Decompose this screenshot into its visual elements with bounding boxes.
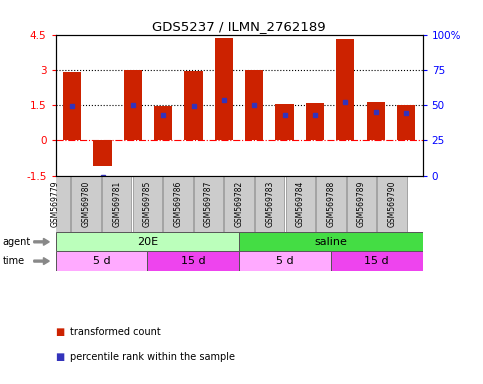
Bar bbox=[255, 176, 284, 232]
Bar bbox=[397, 105, 415, 141]
Text: GSM569788: GSM569788 bbox=[327, 180, 335, 227]
Bar bbox=[163, 176, 193, 232]
Bar bbox=[347, 176, 376, 232]
Bar bbox=[102, 176, 131, 232]
Bar bbox=[239, 252, 331, 271]
Bar bbox=[306, 103, 324, 141]
Text: GSM569782: GSM569782 bbox=[235, 180, 243, 227]
Bar bbox=[275, 104, 294, 141]
Text: GSM569781: GSM569781 bbox=[112, 180, 121, 227]
Text: ■: ■ bbox=[56, 327, 65, 337]
Bar bbox=[331, 252, 423, 271]
Bar bbox=[316, 176, 345, 232]
Text: GSM569780: GSM569780 bbox=[82, 180, 91, 227]
Bar bbox=[154, 106, 172, 141]
Bar bbox=[336, 39, 355, 141]
Title: GDS5237 / ILMN_2762189: GDS5237 / ILMN_2762189 bbox=[152, 20, 326, 33]
Bar bbox=[367, 102, 384, 141]
Bar bbox=[377, 176, 407, 232]
Text: GSM569790: GSM569790 bbox=[387, 180, 397, 227]
Bar bbox=[124, 70, 142, 141]
Text: 5 d: 5 d bbox=[276, 256, 294, 266]
Text: 5 d: 5 d bbox=[93, 256, 110, 266]
Bar bbox=[94, 141, 112, 166]
Bar bbox=[239, 232, 423, 252]
Bar bbox=[185, 71, 203, 141]
Bar bbox=[147, 252, 239, 271]
Text: time: time bbox=[2, 256, 25, 266]
Bar bbox=[41, 176, 70, 232]
Text: GSM569779: GSM569779 bbox=[51, 180, 60, 227]
Bar bbox=[245, 70, 263, 141]
Bar bbox=[194, 176, 223, 232]
Bar bbox=[63, 72, 81, 141]
Text: GSM569785: GSM569785 bbox=[143, 180, 152, 227]
Bar bbox=[285, 176, 315, 232]
Text: agent: agent bbox=[2, 237, 30, 247]
Text: GSM569787: GSM569787 bbox=[204, 180, 213, 227]
Text: GSM569789: GSM569789 bbox=[357, 180, 366, 227]
Bar bbox=[225, 176, 254, 232]
Bar bbox=[215, 38, 233, 141]
Text: 15 d: 15 d bbox=[365, 256, 389, 266]
Bar bbox=[133, 176, 162, 232]
Text: transformed count: transformed count bbox=[70, 327, 161, 337]
Text: ■: ■ bbox=[56, 352, 65, 362]
Bar bbox=[71, 176, 101, 232]
Text: GSM569784: GSM569784 bbox=[296, 180, 305, 227]
Text: GSM569786: GSM569786 bbox=[173, 180, 183, 227]
Text: 15 d: 15 d bbox=[181, 256, 205, 266]
Bar bbox=[56, 232, 239, 252]
Text: 20E: 20E bbox=[137, 237, 158, 247]
Text: GSM569783: GSM569783 bbox=[265, 180, 274, 227]
Bar bbox=[56, 252, 147, 271]
Text: percentile rank within the sample: percentile rank within the sample bbox=[70, 352, 235, 362]
Text: saline: saline bbox=[314, 237, 347, 247]
